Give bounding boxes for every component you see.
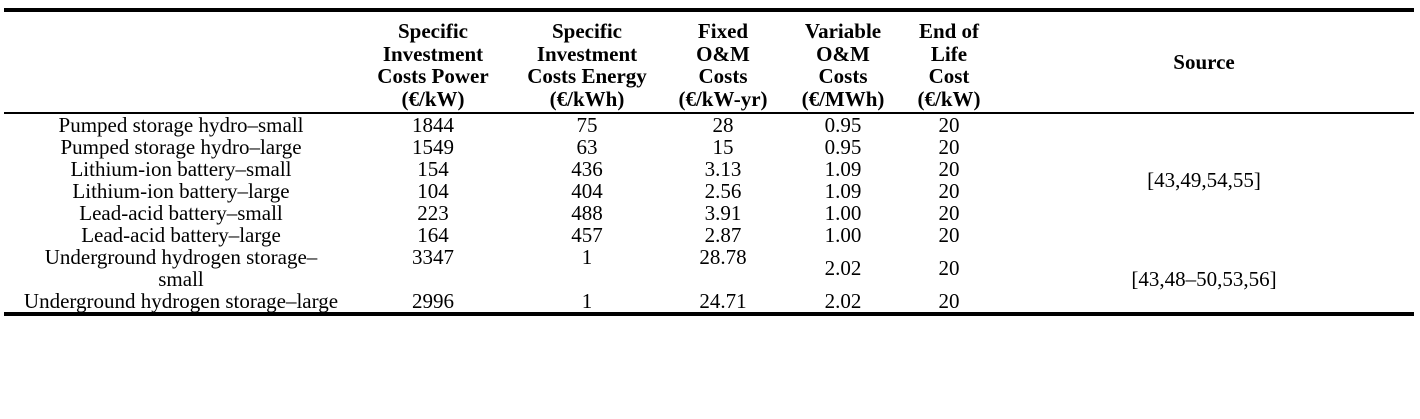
end-of-life-cell: 20 <box>938 201 960 225</box>
variable-om-cell: 0.95 <box>824 113 862 137</box>
technology-name: Pumped storage hydro–small <box>58 113 304 137</box>
table-row: Lithium-ion battery–small 154 436 3.13 1… <box>4 158 1414 180</box>
investment-energy-cell: 1 <box>581 289 593 313</box>
investment-energy-cell: 404 <box>571 179 603 203</box>
end-of-life-cell: 20 <box>938 179 960 203</box>
technology-name: Lithium-ion battery–large <box>72 179 290 203</box>
technology-name: Lithium-ion battery–small <box>70 157 292 181</box>
fixed-om-cell: 24.71 <box>699 289 747 313</box>
investment-power-cell: 1549 <box>412 135 454 159</box>
end-of-life-cell: 20 <box>938 135 960 159</box>
investment-power-cell: 1844 <box>412 113 454 137</box>
variable-om-cell: 0.95 <box>824 135 862 159</box>
fixed-om-cell: 2.87 <box>704 223 742 247</box>
technology-name: Pumped storage hydro–large <box>60 135 302 159</box>
fixed-om-cell: 3.91 <box>704 201 742 225</box>
source-cell: [43,48–50,53,56] <box>1131 267 1277 291</box>
header-technology <box>4 10 356 114</box>
investment-power-cell: 223 <box>417 201 449 225</box>
fixed-om-cell: 15 <box>712 135 734 159</box>
variable-om-cell: 2.02 <box>824 256 862 280</box>
investment-power-cell: 3347 <box>412 245 454 269</box>
table-row: Underground hydrogen storage–large 2996 … <box>4 290 1414 314</box>
table-row: Pumped storage hydro–large 1549 63 15 0.… <box>4 136 1414 158</box>
technology-name: Lead-acid battery–small <box>79 201 283 225</box>
header-variable-om: Variable O&M Costs (€/MWh) <box>782 10 904 114</box>
fixed-om-cell: 28 <box>712 113 734 137</box>
fixed-om-cell: 2.56 <box>704 179 742 203</box>
table-row: Lead-acid battery–small 223 488 3.91 1.0… <box>4 202 1414 224</box>
table-row: Underground hydrogen storage–small 3347 … <box>4 246 1414 290</box>
investment-energy-cell: 1 <box>581 245 593 269</box>
table-header: Specific Investment Costs Power (€/kW) S… <box>4 10 1414 114</box>
table-row: Lead-acid battery–large 164 457 2.87 1.0… <box>4 224 1414 246</box>
investment-energy-cell: 457 <box>571 223 603 247</box>
variable-om-cell: 1.00 <box>824 201 862 225</box>
end-of-life-cell: 20 <box>938 256 960 280</box>
end-of-life-cell: 20 <box>938 223 960 247</box>
header-investment-power: Specific Investment Costs Power (€/kW) <box>356 10 510 114</box>
technology-name: Underground hydrogen storage–large <box>23 289 339 313</box>
table-row: Pumped storage hydro–small 1844 75 28 0.… <box>4 113 1414 191</box>
end-of-life-cell: 20 <box>938 113 960 137</box>
investment-power-cell: 164 <box>417 223 449 247</box>
technology-name: Lead-acid battery–large <box>81 223 281 247</box>
end-of-life-cell: 20 <box>938 289 960 313</box>
storage-cost-table: Specific Investment Costs Power (€/kW) S… <box>4 8 1414 316</box>
header-end-of-life: End of Life Cost (€/kW) <box>904 10 994 114</box>
investment-power-cell: 104 <box>417 179 449 203</box>
table-row: Lithium-ion battery–large 104 404 2.56 1… <box>4 180 1414 202</box>
variable-om-cell: 1.09 <box>824 179 862 203</box>
variable-om-cell: 1.09 <box>824 157 862 181</box>
investment-power-cell: 2996 <box>412 289 454 313</box>
header-fixed-om: Fixed O&M Costs (€/kW-yr) <box>664 10 782 114</box>
header-investment-energy: Specific Investment Costs Energy (€/kWh) <box>510 10 664 114</box>
end-of-life-cell: 20 <box>938 157 960 181</box>
investment-energy-cell: 488 <box>571 201 603 225</box>
fixed-om-cell: 3.13 <box>704 157 742 181</box>
header-source: Source <box>994 10 1414 114</box>
header-row: Specific Investment Costs Power (€/kW) S… <box>4 10 1414 114</box>
investment-energy-cell: 436 <box>571 157 603 181</box>
source-cell: [43,49,54,55] <box>1147 168 1261 192</box>
investment-power-cell: 154 <box>417 157 449 181</box>
technology-name: Underground hydrogen storage–small <box>44 245 318 291</box>
variable-om-cell: 2.02 <box>824 289 862 313</box>
variable-om-cell: 1.00 <box>824 223 862 247</box>
investment-energy-cell: 63 <box>576 135 598 159</box>
investment-energy-cell: 75 <box>576 113 598 137</box>
fixed-om-cell: 28.78 <box>699 245 747 269</box>
table-body: Pumped storage hydro–small 1844 75 28 0.… <box>4 113 1414 314</box>
